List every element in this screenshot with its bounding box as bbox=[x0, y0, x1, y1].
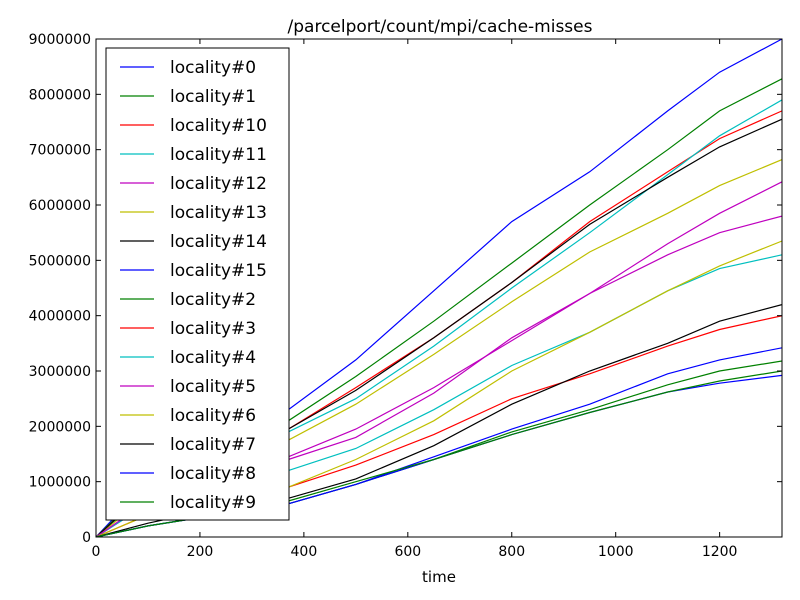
x-tick-label: 0 bbox=[92, 544, 101, 560]
x-tick-label: 800 bbox=[498, 544, 525, 560]
legend-label: locality#1 bbox=[170, 87, 256, 107]
y-tick-label: 8000000 bbox=[29, 87, 91, 103]
legend-label: locality#13 bbox=[170, 203, 267, 223]
y-tick-label: 1000000 bbox=[29, 475, 91, 491]
y-tick-label: 0 bbox=[82, 530, 91, 546]
legend-label: locality#7 bbox=[170, 435, 256, 455]
x-axis: 0 200 400 600 800 1000 1200 bbox=[92, 39, 738, 560]
y-tick-label: 9000000 bbox=[29, 32, 91, 48]
y-tick-label: 5000000 bbox=[29, 253, 91, 269]
x-tick-label: 600 bbox=[394, 544, 421, 560]
legend-box bbox=[105, 47, 290, 521]
x-tick-label: 1200 bbox=[702, 544, 738, 560]
legend-label: locality#15 bbox=[170, 261, 267, 281]
legend-label: locality#3 bbox=[170, 319, 256, 339]
legend-label: locality#4 bbox=[170, 348, 256, 368]
y-axis: 0 1000000 2000000 3000000 4000000 5000000 6000… bbox=[29, 32, 782, 546]
y-tick-label: 6000000 bbox=[29, 198, 91, 214]
legend-label: locality#14 bbox=[170, 232, 267, 252]
legend-label: locality#2 bbox=[170, 290, 256, 310]
y-tick-label: 2000000 bbox=[29, 419, 91, 435]
chart-title: /parcelport/count/mpi/cache-misses bbox=[288, 17, 593, 37]
x-tick-label: 200 bbox=[187, 544, 214, 560]
y-tick-label: 4000000 bbox=[29, 309, 91, 325]
legend-label: locality#9 bbox=[170, 493, 256, 513]
legend-label: locality#10 bbox=[170, 116, 267, 136]
x-axis-label: time bbox=[422, 568, 456, 586]
plot-frame bbox=[95, 38, 783, 538]
legend-label: locality#6 bbox=[170, 406, 256, 426]
x-tick-label: 1000 bbox=[598, 544, 634, 560]
legend-label: locality#8 bbox=[170, 464, 256, 484]
legend-label: locality#5 bbox=[170, 377, 256, 397]
x-tick-label: 400 bbox=[291, 544, 318, 560]
legend: locality#0 locality#1 locality#10 locality#… bbox=[105, 47, 290, 521]
legend-label: locality#12 bbox=[170, 174, 267, 194]
legend-label: locality#0 bbox=[170, 58, 256, 78]
y-tick-label: 7000000 bbox=[29, 143, 91, 159]
legend-label: locality#11 bbox=[170, 145, 267, 165]
y-tick-label: 3000000 bbox=[29, 364, 91, 380]
